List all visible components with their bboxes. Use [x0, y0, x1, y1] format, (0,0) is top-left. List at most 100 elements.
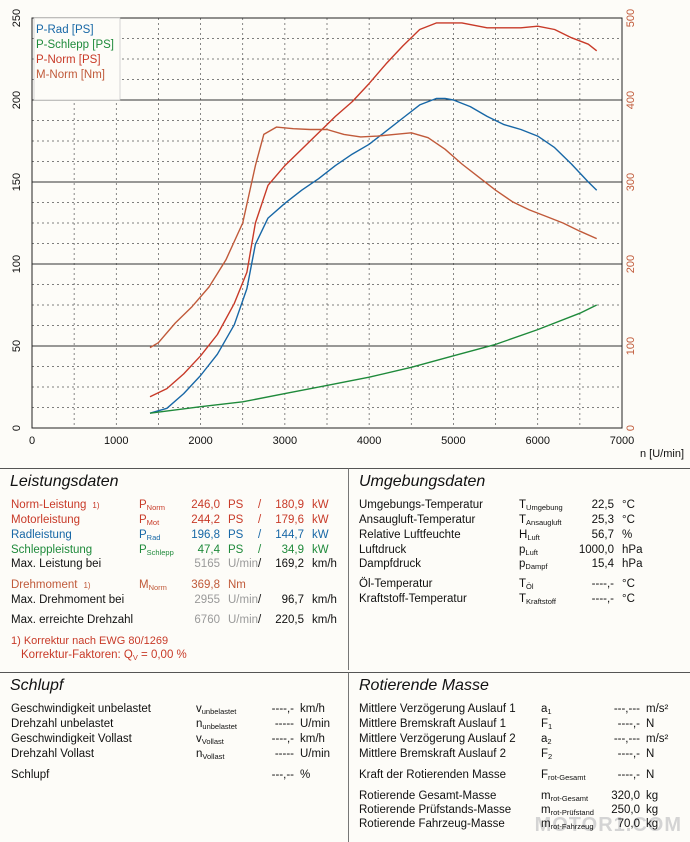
x-tick-label: 6000: [525, 435, 549, 447]
rot-unit: kg: [646, 818, 659, 830]
ps-value: 246,0: [191, 499, 220, 511]
rot-unit: kg: [646, 790, 659, 802]
schlupf-unit: km/h: [300, 703, 325, 715]
max-power-speed: 169,2: [275, 558, 304, 570]
rot-unit: N: [646, 769, 655, 781]
chart-legend: P-Rad [PS] P-Schlepp [PS] P-Norm [PS] M-Nor…: [33, 17, 121, 101]
legend-entry: P-Rad [PS]: [36, 24, 94, 36]
schlupf-panel: Schlupf: [0, 672, 349, 842]
torque-value: 369,8: [191, 579, 220, 591]
max-rpm-rpm-unit: U/min: [228, 614, 259, 626]
legend-entry: M-Norm [Nm]: [36, 69, 105, 81]
max-torque-label: Max. Drehmoment bei: [11, 594, 125, 606]
series-line-2: [149, 22, 598, 398]
schlupf-unit: %: [300, 769, 311, 781]
legend-box: [33, 17, 121, 101]
symbol: mrot-Prüfstand: [541, 804, 594, 817]
symbol: F1: [541, 718, 553, 731]
schlupf-unit: km/h: [300, 733, 325, 745]
umgebungsdaten-title: Umgebungsdaten: [359, 473, 486, 490]
max-torque-rpm-unit: U/min: [228, 594, 259, 606]
leistungsdaten-title: Leistungsdaten: [10, 473, 119, 490]
ps-unit: PS: [228, 514, 244, 526]
symbol: PRad: [139, 529, 161, 542]
leistung-label: Radleistung: [11, 529, 72, 541]
rot-value: 320,0: [611, 790, 640, 802]
symbol: a1: [541, 703, 552, 716]
slash: /: [258, 558, 262, 570]
max-power-rpm-unit: U/min: [228, 558, 259, 570]
rot-value: ----,-: [617, 718, 640, 730]
max-torque-speed-unit: km/h: [312, 594, 337, 606]
umgebung-label: Luftdruck: [359, 544, 407, 556]
umgebung-unit: hPa: [622, 558, 643, 570]
umgebung-label: Öl-Temperatur: [359, 578, 433, 590]
torque-unit: Nm: [228, 579, 246, 591]
ps-value: 244,2: [191, 514, 220, 526]
x-tick-label: 3000: [273, 435, 297, 447]
umgebung-value: 25,3: [591, 514, 614, 526]
rot-unit: N: [646, 748, 655, 760]
rot-value: 70,0: [617, 818, 640, 830]
y-left-tick-label: 200: [11, 91, 23, 109]
schlupf-label: Geschwindigkeit Vollast: [11, 733, 132, 745]
rot-label: Mittlere Bremskraft Auslauf 1: [359, 718, 506, 730]
rot-value: 250,0: [611, 804, 640, 816]
leistungsdaten-panel: Leistungsdaten: [0, 468, 349, 670]
umgebung-unit: °C: [622, 514, 635, 526]
y-left-tick-label: 50: [11, 340, 23, 352]
max-torque-speed: 96,7: [281, 594, 304, 606]
torque-label: Drehmoment 1): [11, 579, 91, 591]
symbol: TÖl: [519, 578, 534, 591]
symbol: vVollast: [196, 733, 224, 746]
symbol: TAnsaugluft: [519, 514, 562, 527]
umgebung-value: 22,5: [591, 499, 614, 511]
series-line-3: [149, 126, 597, 349]
legend-entry: P-Norm [PS]: [36, 54, 101, 66]
rot-value: ----,-: [617, 769, 640, 781]
slash: /: [258, 544, 262, 556]
max-power-rpm: 5165: [194, 558, 220, 570]
max-power-speed-unit: km/h: [312, 558, 337, 570]
rot-label: Kraft der Rotierenden Masse: [359, 769, 507, 781]
ps-value: 47,4: [197, 544, 220, 556]
symbol: pDampf: [519, 558, 548, 571]
series-line-0: [149, 97, 598, 414]
rot-label: Rotierende Prüfstands-Masse: [359, 804, 512, 816]
plot-frame: [31, 17, 623, 429]
max-rpm-speed-unit: km/h: [312, 614, 337, 626]
schlupf-value: ----,-: [271, 703, 294, 715]
symbol: TKraftstoff: [519, 593, 556, 606]
rotierende-masse-title: Rotierende Masse: [359, 677, 489, 694]
y-right-tick-label: 500: [625, 9, 637, 27]
y-right-tick-label: 200: [625, 255, 637, 273]
footnote-2: Korrektur-Faktoren: QV = 0,00 %: [21, 649, 187, 662]
rot-value: ----,-: [617, 748, 640, 760]
schlupf-title: Schlupf: [10, 677, 64, 694]
y-left-tick-label: 100: [11, 255, 23, 273]
schlupf-value: ---,--: [271, 769, 294, 781]
slash: /: [258, 499, 262, 511]
x-tick-label: 7000: [610, 435, 634, 447]
ps-value: 196,8: [191, 529, 220, 541]
chart-grid: [32, 18, 622, 428]
kw-unit: kW: [312, 529, 329, 541]
symbol: mrot-Fahrzeug: [541, 818, 594, 831]
x-tick-label: 2000: [188, 435, 212, 447]
umgebung-value: 1000,0: [578, 544, 614, 556]
umgebung-label: Dampfdruck: [359, 558, 421, 570]
umgebung-unit: °C: [622, 499, 635, 511]
umgebung-label: Relative Luftfeuchte: [359, 529, 461, 541]
x-axis-label: n [U/min]: [640, 448, 684, 460]
kw-value: 34,9: [281, 544, 304, 556]
umgebung-value: 56,7: [591, 529, 614, 541]
rot-unit: m/s²: [646, 733, 669, 745]
symbol: Frot-Gesamt: [541, 769, 586, 782]
rot-unit: kg: [646, 804, 659, 816]
legend-entry: P-Schlepp [PS]: [36, 39, 114, 51]
schlupf-label: Drehzahl Vollast: [11, 748, 95, 760]
max-rpm-label: Max. erreichte Drehzahl: [11, 614, 134, 626]
rot-unit: m/s²: [646, 703, 669, 715]
leistung-label: Motorleistung: [11, 514, 81, 526]
